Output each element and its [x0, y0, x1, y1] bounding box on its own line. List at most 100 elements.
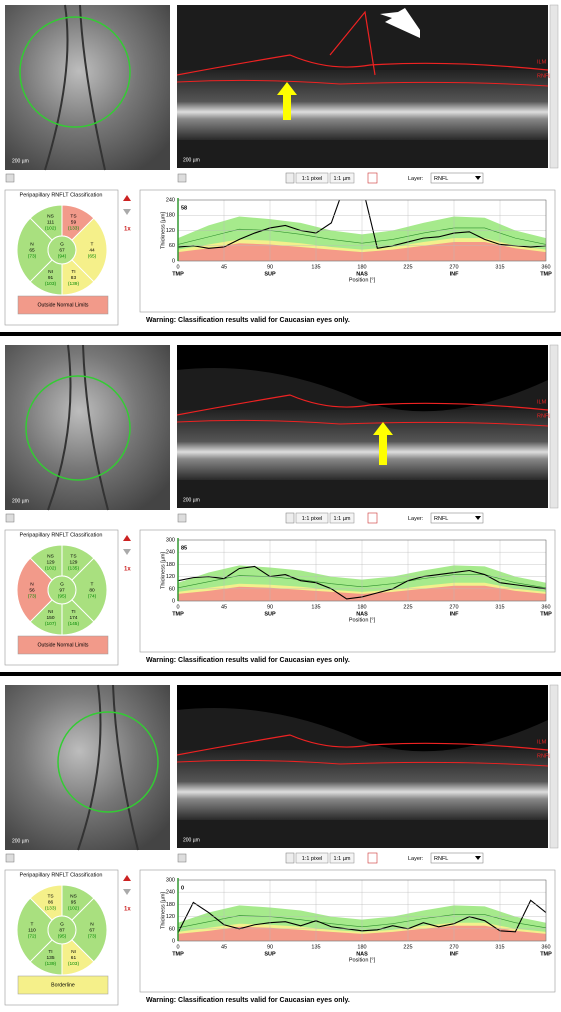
y-tick-label: 300	[166, 537, 175, 543]
sector-value: 87	[59, 927, 65, 933]
x-tick-label: 135	[311, 264, 320, 270]
x-axis-label: Position [°]	[349, 277, 376, 283]
micron-button-label: 1:1 µm	[334, 516, 351, 522]
hand-icon[interactable]	[5, 513, 15, 523]
sector	[61, 599, 95, 636]
down-arrow[interactable]	[123, 889, 131, 895]
select-arrow	[475, 176, 481, 180]
sector-id: NS	[47, 554, 54, 560]
region-label: INF	[450, 951, 460, 957]
x-tick-label: 315	[495, 604, 504, 610]
pixel-button[interactable]	[295, 512, 329, 524]
y-tick-label: 120	[166, 574, 175, 580]
sector-value: 67	[59, 247, 65, 253]
region-label: SUP	[264, 951, 276, 957]
edit-icon[interactable]	[367, 172, 378, 184]
panel: 200 µm ILM RNFL 200 µm 1:1 pixel 1:1 µm Layer:…	[0, 332, 561, 666]
sector-ref: (102)	[45, 226, 57, 232]
edit-icon[interactable]	[367, 512, 378, 524]
y-tick-label: 180	[166, 902, 175, 908]
panel: 200 µm ILM RNFL 200 µm 1:1 pixel 1:1 µm Layer:…	[0, 672, 561, 1006]
up-arrow[interactable]	[123, 535, 131, 541]
micron-button[interactable]	[329, 172, 355, 184]
arrow-yellow	[277, 82, 297, 120]
classification-title: Peripapillary RNFLT Classification	[20, 872, 103, 878]
pixel-button[interactable]	[295, 852, 329, 864]
fundus-vessel	[77, 684, 139, 851]
classification-result-label: Outside Normal Limits	[37, 302, 88, 308]
oct-layer	[177, 750, 548, 820]
sector-value: 129	[47, 560, 55, 566]
layer-label: RNFL	[537, 73, 551, 79]
ilm-contour	[176, 394, 549, 416]
x-tick-label: 225	[403, 944, 412, 950]
ilm-contour	[176, 54, 549, 76]
sector-id: TS	[70, 554, 76, 560]
sector-id: NI	[48, 609, 53, 615]
scrollbar[interactable]	[549, 4, 559, 169]
layer-select[interactable]	[430, 512, 484, 524]
zoom-fit-button[interactable]	[285, 172, 295, 184]
y-tick-label: 60	[169, 586, 175, 592]
marker-value: 58	[181, 205, 187, 211]
sector-id: NS	[47, 214, 54, 220]
x-tick-label: 315	[495, 944, 504, 950]
sector-id: T	[91, 581, 94, 587]
hand-icon[interactable]	[177, 853, 187, 863]
classification-result-label: Outside Normal Limits	[37, 642, 88, 648]
x-tick-label: 90	[267, 264, 273, 270]
pixel-button[interactable]	[295, 172, 329, 184]
zoom-fit-button[interactable]	[285, 512, 295, 524]
scan-scale-bar: 200 µm	[183, 157, 200, 163]
edit-icon[interactable]	[367, 852, 378, 864]
fundus-scale-bar: 200 µm	[12, 498, 29, 504]
zoom-fit-button[interactable]	[285, 852, 295, 864]
micron-button[interactable]	[329, 852, 355, 864]
y-tick-label: 240	[166, 550, 175, 556]
sector-ref: (72)	[28, 933, 37, 939]
warning: Warning: Classification results valid fo…	[146, 317, 350, 324]
region-label: TMP	[540, 951, 552, 957]
sector-value: 67	[89, 927, 95, 933]
fundus-scale-bar: 200 µm	[12, 838, 29, 844]
down-arrow[interactable]	[123, 549, 131, 555]
layer-label: RNFL	[537, 753, 551, 759]
down-arrow[interactable]	[123, 209, 131, 215]
classification-result	[17, 295, 109, 315]
sector-id: T	[31, 921, 34, 927]
pixel-button-label: 1:1 pixel	[302, 176, 323, 182]
layer-label: ILM	[537, 59, 547, 65]
sector	[29, 599, 63, 636]
micron-button-label: 1:1 µm	[334, 176, 351, 182]
hand-icon[interactable]	[177, 173, 187, 183]
micron-button[interactable]	[329, 512, 355, 524]
region-label: TMP	[172, 271, 184, 277]
x-tick-label: 135	[311, 604, 320, 610]
y-tick-label: 240	[166, 890, 175, 896]
sector-id: NS	[70, 894, 77, 900]
up-arrow[interactable]	[123, 195, 131, 201]
up-arrow[interactable]	[123, 875, 131, 881]
x-tick-label: 225	[403, 264, 412, 270]
region-label: TMP	[172, 951, 184, 957]
hand-icon[interactable]	[5, 853, 15, 863]
layer-select[interactable]	[430, 852, 484, 864]
hand-icon[interactable]	[5, 173, 15, 183]
sector-id: NI	[71, 949, 76, 955]
layer-select-value: RNFL	[434, 516, 448, 522]
scrollbar[interactable]	[549, 684, 559, 849]
sector-id: G	[60, 921, 64, 927]
sector-value: 111	[47, 220, 55, 226]
layer-select[interactable]	[430, 172, 484, 184]
region-label: SUP	[264, 271, 276, 277]
sector-value: 65	[29, 247, 35, 253]
x-tick-label: 0	[176, 944, 179, 950]
hand-icon[interactable]	[177, 513, 187, 523]
panel-separator	[0, 332, 561, 336]
classification-result-label: Borderline	[51, 982, 75, 988]
fundus-scale-bar: 200 µm	[12, 158, 29, 164]
scrollbar[interactable]	[549, 344, 559, 509]
sector-value: 95	[71, 900, 77, 906]
sector-ref: (102)	[45, 566, 57, 572]
